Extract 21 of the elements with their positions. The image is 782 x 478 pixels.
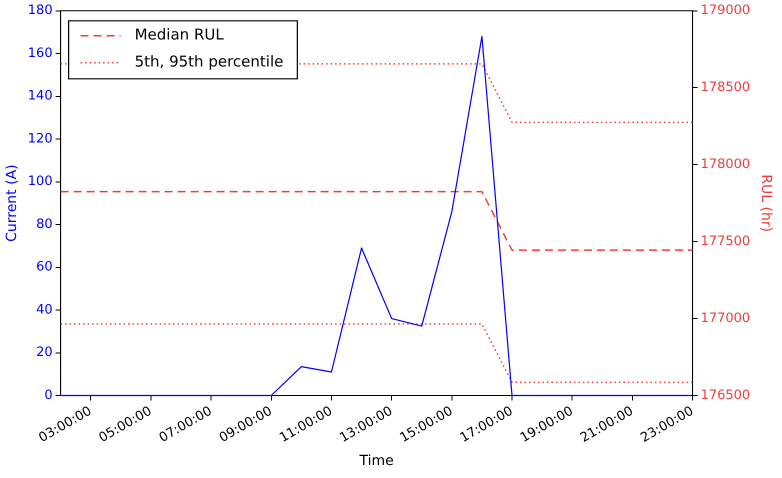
y-tick-label: 140 <box>28 88 53 104</box>
y2-tick-label: 178500 <box>700 80 750 96</box>
y-tick-label: 20 <box>36 345 53 360</box>
y-tick-label: 40 <box>36 302 53 318</box>
y-tick-label: 80 <box>36 216 53 232</box>
y2-tick-label: 179000 <box>700 3 750 18</box>
y-tick-label: 160 <box>28 46 53 61</box>
y2-tick-label: 177000 <box>700 310 750 326</box>
y-tick-label: 100 <box>28 174 53 190</box>
y-axis-title: Current (A) <box>4 164 20 242</box>
legend-label: Median RUL <box>134 26 224 44</box>
y-tick-label: 180 <box>28 3 53 18</box>
y2-tick-label: 176500 <box>700 388 750 403</box>
legend-label: 5th, 95th percentile <box>134 52 284 71</box>
y-tick-label: 0 <box>44 388 53 403</box>
y2-tick-label: 178000 <box>700 157 750 172</box>
y-tick-label: 60 <box>36 260 53 275</box>
y-tick-label: 120 <box>28 131 53 146</box>
y2-tick-label: 177500 <box>700 234 750 249</box>
x-axis-title: Time <box>358 453 394 470</box>
y2-axis-title: RUL (hr) <box>758 174 774 232</box>
